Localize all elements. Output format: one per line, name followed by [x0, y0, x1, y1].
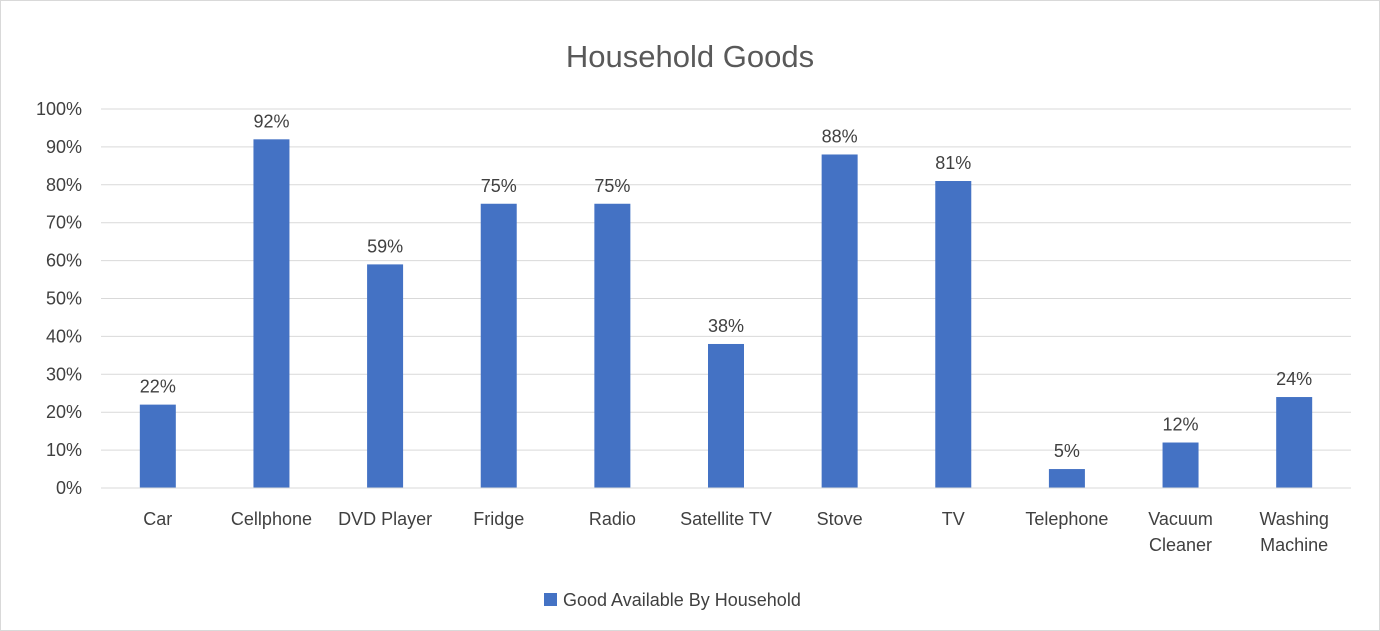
x-category-label: Cellphone — [231, 509, 312, 529]
x-category-label: TV — [942, 509, 965, 529]
data-label: 92% — [253, 111, 289, 131]
y-tick-label: 40% — [46, 326, 82, 346]
y-tick-label: 50% — [46, 289, 82, 309]
y-tick-label: 30% — [46, 364, 82, 384]
x-axis-categories: Car Cellphone DVD Player Fridge Radio Satelli… — [143, 509, 1329, 555]
bar — [253, 139, 290, 488]
x-category-label: Fridge — [473, 509, 524, 529]
x-category-label: Radio — [589, 509, 636, 529]
data-label: 12% — [1163, 415, 1199, 435]
y-tick-label: 0% — [56, 478, 82, 498]
x-category-label: Vacuum — [1148, 509, 1213, 529]
chart-title: Household Goods — [566, 39, 814, 74]
x-category-label: DVD Player — [338, 509, 432, 529]
x-category-label: Stove — [817, 509, 863, 529]
x-category-label: Telephone — [1025, 509, 1108, 529]
y-tick-label: 80% — [46, 175, 82, 195]
bar — [1048, 469, 1085, 488]
x-category-label: Machine — [1260, 535, 1328, 555]
bar — [1162, 442, 1199, 488]
data-label: 59% — [367, 236, 403, 256]
bar — [480, 203, 517, 488]
legend-label: Good Available By Household — [563, 590, 801, 610]
data-label: 75% — [594, 176, 630, 196]
data-label: 5% — [1054, 441, 1080, 461]
data-labels: 22% 92% 59% 75% 75% 38% 88% 81% 5% 12% 24% — [140, 111, 1312, 461]
bar — [594, 203, 631, 488]
y-tick-label: 10% — [46, 440, 82, 460]
bar — [935, 181, 972, 488]
y-tick-label: 90% — [46, 137, 82, 157]
y-tick-label: 70% — [46, 213, 82, 233]
x-category-label: Cleaner — [1149, 535, 1212, 555]
bar — [821, 154, 858, 489]
y-tick-label: 60% — [46, 251, 82, 271]
bar — [367, 264, 404, 488]
data-label: 24% — [1276, 369, 1312, 389]
legend-swatch — [544, 593, 557, 606]
data-label: 22% — [140, 377, 176, 397]
bar — [708, 343, 744, 488]
y-tick-label: 20% — [46, 402, 82, 422]
bars — [101, 139, 1351, 489]
y-tick-label: 100% — [36, 99, 82, 119]
data-label: 75% — [481, 176, 517, 196]
data-label: 38% — [708, 316, 744, 336]
gridlines — [101, 108, 1351, 489]
bar — [1276, 397, 1313, 488]
y-axis-ticks: 0% 10% 20% 30% 40% 50% 60% 70% 80% 90% 100% — [36, 99, 82, 498]
x-category-label: Washing — [1259, 509, 1328, 529]
bar — [139, 404, 176, 488]
data-label: 88% — [822, 126, 858, 146]
data-label: 81% — [935, 153, 971, 173]
x-category-label: Satellite TV — [680, 509, 772, 529]
legend: Good Available By Household — [544, 590, 801, 610]
x-category-label: Car — [143, 509, 172, 529]
